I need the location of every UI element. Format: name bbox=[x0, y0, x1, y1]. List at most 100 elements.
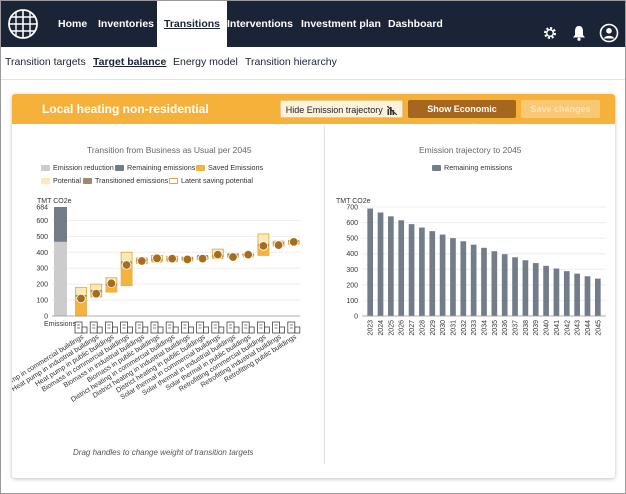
building-icon-body bbox=[196, 321, 205, 334]
year-tick-label: 2033 bbox=[471, 320, 478, 336]
year-tick-label: 2025 bbox=[388, 320, 395, 336]
legend-remaining-emissions[interactable]: Remaining emissions bbox=[115, 163, 195, 172]
baseline-category-label: Emissions bbox=[44, 321, 76, 328]
building-category-icon bbox=[180, 321, 194, 334]
building-icon-annex bbox=[127, 326, 133, 334]
right-y-tick-label: 600 bbox=[346, 220, 358, 227]
nav-dashboard[interactable]: Dashboard bbox=[388, 18, 443, 30]
nav-inventories[interactable]: Inventories bbox=[98, 18, 155, 30]
globe-logo-icon[interactable] bbox=[7, 8, 39, 40]
left-y-tick-label: 100 bbox=[36, 298, 48, 305]
trajectory-bar bbox=[574, 273, 580, 316]
card-title: Local heating non-residential bbox=[42, 102, 209, 116]
building-icon-body bbox=[89, 321, 98, 334]
legend-saved-emissions[interactable]: Saved Emissions bbox=[196, 163, 263, 172]
legend-transitioned-emissions[interactable]: Transitioned emissions bbox=[83, 176, 168, 185]
year-tick-label: 2035 bbox=[492, 320, 499, 336]
drag-handle bbox=[121, 260, 132, 270]
trajectory-bar bbox=[439, 234, 446, 316]
drag-handle bbox=[243, 249, 253, 260]
save-changes-button[interactable]: Save changes bbox=[521, 100, 600, 118]
show-economic-scenario-button[interactable]: Show Economic scenario bbox=[408, 100, 516, 132]
year-tick-label: 2029 bbox=[430, 320, 437, 336]
left-y-tick-label: 400 bbox=[36, 250, 48, 257]
drag-handle bbox=[258, 241, 269, 251]
left-y-tick-label: 500 bbox=[36, 234, 48, 241]
legend-emission-reduction[interactable]: Emission reduction bbox=[41, 163, 114, 172]
subnav-transition-hierarchy[interactable]: Transition hierarchy bbox=[245, 56, 337, 68]
subnav-energy-model[interactable]: Energy model bbox=[173, 56, 238, 68]
legend-trajectory-remaining[interactable]: Remaining emissions bbox=[432, 163, 512, 172]
building-icon-annex bbox=[294, 326, 301, 334]
year-tick-label: 2040 bbox=[544, 320, 551, 336]
drag-handle bbox=[76, 293, 86, 304]
year-tick-label: 2036 bbox=[502, 320, 509, 336]
building-category-icon bbox=[256, 321, 270, 334]
saved-emissions-bar bbox=[75, 296, 87, 316]
right-y-tick-label: 300 bbox=[346, 267, 358, 274]
year-tick-label: 2023 bbox=[368, 320, 375, 336]
trajectory-bar bbox=[522, 260, 529, 316]
drag-handle bbox=[213, 249, 223, 260]
year-tick-label: 2039 bbox=[533, 320, 540, 336]
year-tick-label: 2027 bbox=[409, 320, 416, 336]
legend-potential[interactable]: Potential bbox=[41, 176, 81, 185]
trajectory-bar bbox=[398, 220, 405, 316]
gear-icon[interactable] bbox=[542, 25, 558, 41]
legend-latent-saving-potential[interactable]: Latent saving potential bbox=[169, 176, 253, 185]
building-icon-annex bbox=[203, 326, 210, 334]
right-y-axis-label: TMT CO2e bbox=[336, 198, 371, 205]
building-icon-annex bbox=[187, 326, 194, 334]
building-category-icon bbox=[272, 321, 286, 334]
legend-trajectory-remaining-label: Remaining emissions bbox=[444, 163, 513, 172]
drag-handle bbox=[197, 253, 208, 264]
building-category-icon bbox=[196, 321, 210, 334]
legend-transitioned-emissions-label: Transitioned emissions bbox=[95, 176, 169, 185]
trajectory-bar bbox=[594, 278, 601, 316]
year-tick-label: 2024 bbox=[378, 320, 385, 336]
trajectory-bar bbox=[460, 241, 467, 316]
year-tick-label: 2034 bbox=[482, 320, 489, 336]
left-y-tick-label: 300 bbox=[36, 266, 48, 273]
right-y-tick-label: 100 bbox=[346, 298, 358, 305]
trajectory-bar bbox=[377, 212, 384, 316]
trajectory-bar bbox=[532, 263, 539, 316]
right-chart-title: Emission trajectory to 2045 bbox=[419, 145, 522, 155]
drag-handle bbox=[167, 253, 177, 264]
building-icon-body bbox=[256, 321, 265, 334]
hide-emission-trajectory-button[interactable]: Hide Emission trajectory bbox=[280, 100, 403, 118]
legend-remaining-emissions-label: Remaining emissions bbox=[127, 163, 196, 172]
subnav-target-balance[interactable]: Target balance bbox=[93, 56, 167, 68]
year-tick-label: 2026 bbox=[399, 320, 406, 336]
building-icon-annex bbox=[157, 326, 164, 334]
trajectory-bar bbox=[419, 227, 425, 316]
left-y-axis-label: TMT CO2e bbox=[37, 198, 72, 205]
card-header: Local heating non-residential Hide Emiss… bbox=[12, 94, 615, 132]
nav-interventions[interactable]: Interventions bbox=[227, 18, 293, 30]
building-icon-annex bbox=[112, 326, 118, 334]
subnav-transition-targets[interactable]: Transition targets bbox=[5, 56, 86, 68]
left-chart-title: Transition from Business as Usual per 20… bbox=[87, 145, 252, 155]
nav-transitions[interactable]: Transitions bbox=[157, 1, 228, 47]
trajectory-bar bbox=[512, 257, 518, 316]
year-tick-label: 2044 bbox=[585, 320, 592, 336]
building-icon-body bbox=[211, 321, 220, 334]
bell-icon[interactable] bbox=[572, 25, 586, 41]
emission-reduction-swatch bbox=[41, 165, 50, 172]
drag-handle bbox=[91, 288, 101, 299]
year-tick-label: 2041 bbox=[554, 320, 561, 336]
nav-home[interactable]: Home bbox=[58, 18, 88, 30]
year-tick-label: 2028 bbox=[419, 320, 426, 336]
drag-handle bbox=[182, 254, 193, 265]
left-y-tick-label: 684 bbox=[36, 205, 48, 212]
building-category-icon bbox=[74, 321, 88, 334]
user-avatar-icon[interactable] bbox=[599, 23, 619, 43]
trajectory-bar bbox=[553, 268, 560, 316]
building-icon-body bbox=[120, 321, 128, 334]
drag-handle bbox=[106, 278, 117, 289]
building-icon-annex bbox=[233, 326, 240, 334]
nav-investment-plan[interactable]: Investment plan bbox=[301, 18, 381, 30]
building-icon-body bbox=[287, 321, 296, 334]
building-icon-annex bbox=[96, 326, 103, 334]
